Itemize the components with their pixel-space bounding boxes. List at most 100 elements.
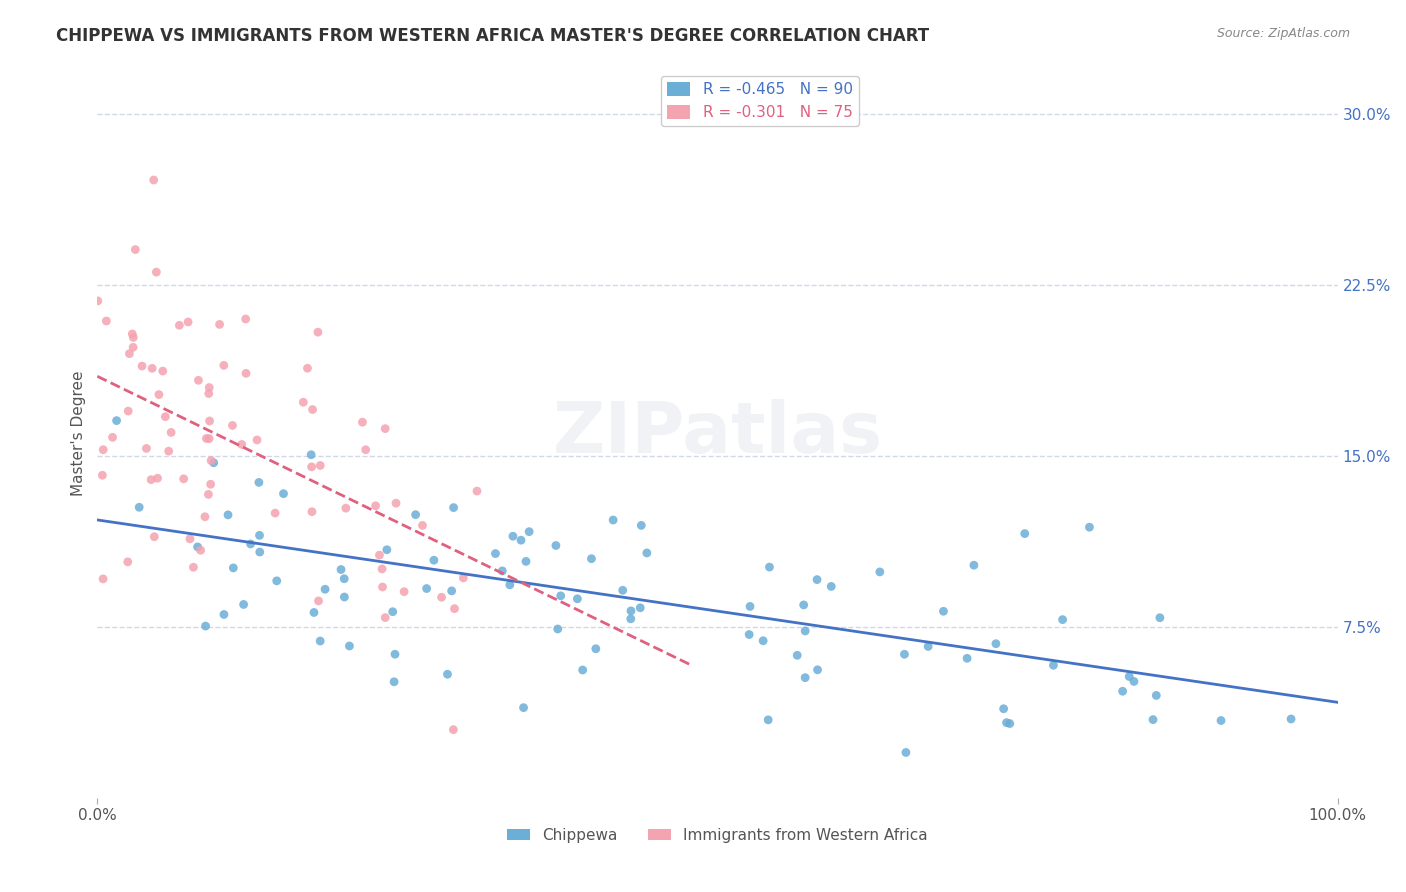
Point — [96, 314, 118, 328]
Point — [202, 456, 225, 470]
Point — [499, 578, 522, 592]
Point — [308, 594, 330, 608]
Point — [339, 639, 361, 653]
Point — [246, 433, 269, 447]
Point — [443, 601, 465, 615]
Point — [738, 627, 761, 641]
Point — [484, 547, 506, 561]
Point — [998, 716, 1021, 731]
Point — [440, 583, 463, 598]
Point — [148, 387, 170, 401]
Point — [301, 505, 323, 519]
Point — [1123, 674, 1146, 689]
Point — [517, 524, 540, 539]
Point — [550, 589, 572, 603]
Point — [752, 633, 775, 648]
Point — [806, 573, 828, 587]
Legend: R = -0.465   N = 90, R = -0.301   N = 75: R = -0.465 N = 90, R = -0.301 N = 75 — [661, 76, 859, 126]
Point — [385, 496, 408, 510]
Point — [142, 173, 165, 187]
Point — [208, 318, 231, 332]
Point — [392, 584, 415, 599]
Point — [198, 380, 221, 394]
Point — [384, 647, 406, 661]
Point — [1149, 611, 1171, 625]
Point — [352, 415, 374, 429]
Point — [249, 528, 271, 542]
Point — [738, 599, 761, 614]
Point — [894, 746, 917, 760]
Point — [993, 702, 1015, 716]
Point — [415, 582, 437, 596]
Point — [917, 640, 939, 654]
Point — [547, 622, 569, 636]
Point — [756, 713, 779, 727]
Point — [806, 663, 828, 677]
Point — [235, 312, 257, 326]
Point — [932, 604, 955, 618]
Point — [301, 402, 323, 417]
Point — [143, 530, 166, 544]
Point — [91, 468, 114, 483]
Point — [141, 361, 163, 376]
Point — [465, 484, 488, 499]
Point — [197, 487, 219, 501]
Point — [122, 330, 145, 344]
Point — [515, 554, 537, 568]
Point — [374, 610, 396, 624]
Point — [217, 508, 239, 522]
Point — [309, 634, 332, 648]
Point — [1144, 689, 1167, 703]
Point — [794, 671, 817, 685]
Point — [190, 543, 212, 558]
Point — [443, 500, 465, 515]
Point — [101, 430, 124, 444]
Point — [212, 607, 235, 622]
Point — [630, 518, 652, 533]
Point — [152, 364, 174, 378]
Point — [198, 414, 221, 428]
Point — [512, 700, 534, 714]
Point — [602, 513, 624, 527]
Point — [502, 529, 524, 543]
Point — [636, 546, 658, 560]
Point — [194, 509, 217, 524]
Point — [1042, 658, 1064, 673]
Point — [302, 606, 325, 620]
Point — [1142, 713, 1164, 727]
Y-axis label: Master's Degree: Master's Degree — [72, 370, 86, 496]
Point — [131, 359, 153, 373]
Text: Source: ZipAtlas.com: Source: ZipAtlas.com — [1216, 27, 1350, 40]
Point — [371, 580, 394, 594]
Point — [620, 612, 643, 626]
Point — [292, 395, 315, 409]
Point — [436, 667, 458, 681]
Point — [620, 604, 643, 618]
Point — [405, 508, 427, 522]
Point — [146, 471, 169, 485]
Point — [160, 425, 183, 440]
Point — [963, 558, 986, 573]
Point — [197, 386, 219, 401]
Point — [371, 562, 394, 576]
Point — [212, 359, 235, 373]
Point — [411, 518, 433, 533]
Point — [194, 619, 217, 633]
Point — [247, 475, 270, 490]
Point — [264, 506, 287, 520]
Point — [169, 318, 191, 333]
Point — [571, 663, 593, 677]
Point — [544, 539, 567, 553]
Point — [1279, 712, 1302, 726]
Point — [585, 641, 607, 656]
Point — [567, 591, 589, 606]
Point — [423, 553, 446, 567]
Point — [893, 647, 915, 661]
Point — [794, 624, 817, 638]
Point — [364, 499, 387, 513]
Point — [869, 565, 891, 579]
Point — [354, 442, 377, 457]
Point — [91, 572, 114, 586]
Point — [139, 473, 162, 487]
Point — [301, 459, 323, 474]
